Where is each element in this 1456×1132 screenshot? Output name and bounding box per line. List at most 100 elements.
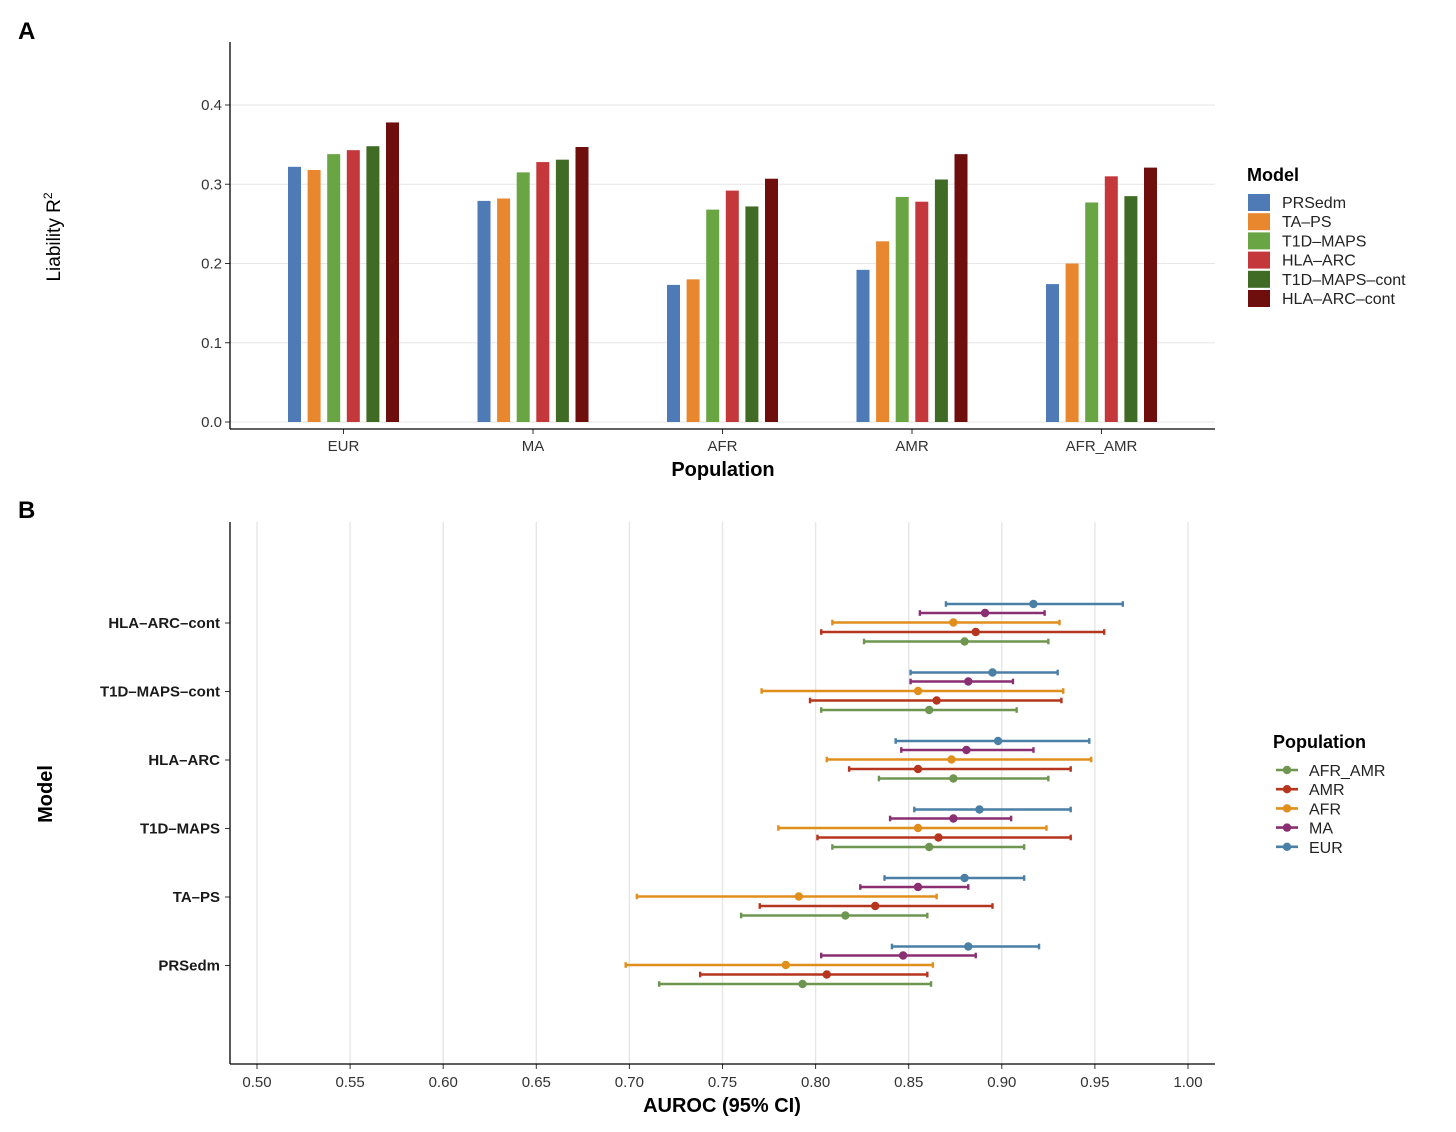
bar-afr-amr-t1d-maps xyxy=(1085,202,1099,422)
bar-eur-ta-ps xyxy=(307,169,321,422)
legend-label-prsedm: PRSedm xyxy=(1282,195,1346,212)
legend-label-afr: AFR xyxy=(1309,801,1341,818)
bar-amr-hla-arc-cont xyxy=(954,154,968,422)
bar-eur-hla-arc-cont xyxy=(386,122,399,422)
legend-swatch-hla-arc xyxy=(1248,251,1270,269)
bar-amr-prsedm xyxy=(856,269,870,422)
bar-ma-prsedm xyxy=(477,200,491,422)
legend-point-afr xyxy=(1282,804,1292,813)
y-tick-label-t1d-maps-cont: T1D–MAPS–cont xyxy=(100,684,220,701)
y-tick-label-ta-ps: TA–PS xyxy=(173,889,220,906)
legend-point-ma xyxy=(1282,823,1292,832)
x-tick-label: 0.90 xyxy=(987,1074,1016,1091)
y-tick-label-t1d-maps: T1D–MAPS xyxy=(140,821,220,838)
y-tick-label: 0.3 xyxy=(201,176,222,193)
x-tick-label: 0.85 xyxy=(894,1074,923,1091)
y-tick-label-hla-arc: HLA–ARC xyxy=(148,752,220,769)
legend-title-population: Population xyxy=(1273,732,1366,752)
bar-afr-hla-arc-cont xyxy=(765,178,778,422)
legend-population: AFR_AMR AMR AFR MA EUR xyxy=(1276,763,1385,857)
x-tick-label: 1.00 xyxy=(1173,1074,1202,1091)
bar-ma-hla-arc xyxy=(536,162,550,422)
point-prsedm-ma xyxy=(898,951,908,960)
x-tick-label: 0.70 xyxy=(615,1074,644,1091)
legend-label-amr: AMR xyxy=(1309,782,1345,799)
y-axis-title-a: Liability R2 xyxy=(41,192,65,281)
x-tick-label-eur: EUR xyxy=(328,438,360,455)
forest-plot-auroc: 0.50 0.55 0.60 0.65 0.70 0.75 0.80 0.85 0.90 0.95… xyxy=(100,522,1215,1091)
y-tick-label: 0.4 xyxy=(201,97,222,114)
x-tick-label: 0.95 xyxy=(1080,1074,1109,1091)
point-t1d-maps-cont-afr xyxy=(913,686,923,696)
legend-label-ma: MA xyxy=(1309,821,1333,838)
point-ta-ps-afr-amr xyxy=(841,911,850,920)
x-axis-title-a: Population xyxy=(671,459,774,481)
x-tick-label: 0.65 xyxy=(522,1074,551,1091)
panel-b-label: B xyxy=(18,497,35,524)
legend-swatch-ta-ps xyxy=(1248,213,1270,231)
point-prsedm-eur xyxy=(964,942,973,951)
bar-afr-ta-ps xyxy=(686,279,700,422)
bar-afr-amr-hla-arc xyxy=(1104,176,1118,422)
x-tick-label: 0.60 xyxy=(429,1074,458,1091)
bar-amr-t1d-maps-cont xyxy=(934,179,948,422)
legend-label-t1d-maps: T1D–MAPS xyxy=(1282,233,1366,250)
point-t1d-maps-cont-afr-amr xyxy=(924,705,934,715)
point-hla-arc-afr-amr xyxy=(949,774,958,783)
legend-point-afr-amr xyxy=(1282,765,1292,775)
point-hla-arc-cont-afr-amr xyxy=(960,637,969,646)
point-hla-arc-eur xyxy=(993,736,1003,746)
bar-afr-t1d-maps xyxy=(706,209,720,422)
bar-afr-amr-t1d-maps-cont xyxy=(1124,196,1138,422)
legend-swatch-hla-arc-cont xyxy=(1248,290,1270,307)
bar-ma-t1d-maps xyxy=(516,172,530,422)
y-tick-label: 0.0 xyxy=(201,414,222,431)
bar-afr-amr-hla-arc-cont xyxy=(1144,167,1157,422)
bar-afr-hla-arc xyxy=(725,190,739,422)
point-ta-ps-afr xyxy=(794,892,804,901)
bar-eur-t1d-maps xyxy=(327,154,341,422)
point-prsedm-afr xyxy=(781,960,791,970)
bar-ma-hla-arc-cont xyxy=(575,147,589,422)
y-axis-title-a-superscript: 2 xyxy=(41,192,55,199)
x-tick-label-ma: MA xyxy=(522,438,545,455)
bar-afr-amr-prsedm xyxy=(1046,284,1059,422)
legend-swatch-t1d-maps xyxy=(1248,232,1270,250)
x-axis-title-b: AUROC (95% CI) xyxy=(643,1095,801,1117)
point-hla-arc-ma xyxy=(962,745,971,755)
y-tick-label-prsedm: PRSedm xyxy=(158,958,220,975)
legend-title-model: Model xyxy=(1247,165,1299,185)
legend-label-afr-amr: AFR_AMR xyxy=(1309,763,1385,780)
point-hla-arc-cont-afr xyxy=(949,618,958,627)
legend-point-amr xyxy=(1282,785,1292,794)
legend-swatch-prsedm xyxy=(1248,194,1270,211)
y-tick-label: 0.1 xyxy=(201,335,222,352)
bar-eur-prsedm xyxy=(288,166,301,422)
x-tick-label: 0.75 xyxy=(708,1074,737,1091)
legend-label-ta-ps: TA–PS xyxy=(1282,214,1332,231)
bar-chart-liability-r2: 0.0 0.1 0.2 0.3 0.4 EUR MA AFR AMR AFR_AMR xyxy=(201,42,1215,455)
point-hla-arc-cont-ma xyxy=(980,608,990,618)
bar-eur-hla-arc xyxy=(346,150,360,423)
point-hla-arc-cont-amr xyxy=(971,627,980,637)
x-tick-label-amr: AMR xyxy=(895,438,929,455)
legend-label-eur: EUR xyxy=(1309,840,1343,857)
x-tick-label-afr-amr: AFR_AMR xyxy=(1066,438,1138,455)
bar-afr-t1d-maps-cont xyxy=(745,206,759,422)
point-ta-ps-ma xyxy=(913,882,923,892)
point-t1d-maps-afr-amr xyxy=(924,842,934,852)
bar-afr-amr-ta-ps xyxy=(1065,263,1079,422)
point-t1d-maps-cont-amr xyxy=(932,696,941,705)
x-tick-label-afr: AFR xyxy=(708,438,738,455)
legend-model: PRSedm TA–PS T1D–MAPS HLA–ARC T1D–MAPS–cont H… xyxy=(1248,194,1406,308)
legend-label-t1d-maps-cont: T1D–MAPS–cont xyxy=(1282,272,1406,289)
point-t1d-maps-eur xyxy=(975,805,984,814)
point-t1d-maps-cont-eur xyxy=(988,668,997,677)
point-t1d-maps-afr xyxy=(913,823,923,833)
bar-ma-t1d-maps-cont xyxy=(555,159,569,422)
point-t1d-maps-ma xyxy=(949,814,958,823)
point-hla-arc-amr xyxy=(913,764,923,774)
x-tick-label: 0.80 xyxy=(801,1074,830,1091)
point-prsedm-afr-amr xyxy=(798,979,807,989)
